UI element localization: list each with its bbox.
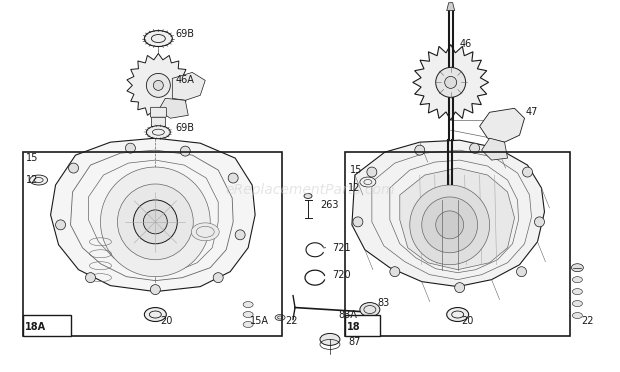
Circle shape [390, 267, 400, 277]
Ellipse shape [243, 302, 253, 308]
Bar [23, 314, 71, 336]
Ellipse shape [191, 223, 219, 241]
Circle shape [133, 200, 177, 244]
Bar [345, 314, 380, 336]
Text: 83: 83 [378, 298, 390, 308]
Text: 69B: 69B [175, 29, 194, 39]
Ellipse shape [304, 193, 312, 198]
Ellipse shape [320, 333, 340, 346]
FancyBboxPatch shape [151, 107, 166, 117]
Text: 720: 720 [332, 270, 350, 280]
Text: 22: 22 [285, 317, 298, 327]
Text: 15: 15 [350, 165, 362, 175]
Polygon shape [127, 54, 190, 117]
Text: 12: 12 [25, 175, 38, 185]
Circle shape [146, 73, 170, 97]
Ellipse shape [360, 302, 380, 317]
Circle shape [153, 80, 163, 90]
FancyBboxPatch shape [151, 117, 166, 127]
Text: 20: 20 [462, 317, 474, 327]
Polygon shape [51, 138, 255, 292]
Ellipse shape [572, 289, 582, 295]
Ellipse shape [144, 31, 172, 46]
Text: 69B: 69B [175, 123, 194, 133]
Bar [23, 152, 282, 336]
Text: eReplacementParts.com: eReplacementParts.com [225, 183, 395, 197]
Ellipse shape [243, 311, 253, 318]
Polygon shape [413, 45, 489, 120]
Circle shape [415, 145, 425, 155]
Circle shape [125, 143, 135, 153]
Circle shape [410, 185, 490, 265]
Text: 46A: 46A [175, 76, 194, 86]
Ellipse shape [572, 312, 582, 318]
Text: 15: 15 [25, 153, 38, 163]
Circle shape [516, 267, 526, 277]
Circle shape [235, 230, 245, 240]
Text: 18: 18 [347, 323, 361, 333]
Bar [345, 152, 570, 336]
Circle shape [69, 163, 79, 173]
Circle shape [213, 273, 223, 283]
Circle shape [445, 76, 457, 89]
Ellipse shape [30, 175, 48, 185]
Ellipse shape [572, 277, 582, 283]
Circle shape [436, 67, 466, 97]
Circle shape [151, 285, 161, 295]
Circle shape [86, 273, 95, 283]
Text: 263: 263 [320, 200, 339, 210]
Polygon shape [480, 108, 525, 142]
Ellipse shape [144, 308, 166, 321]
Text: 22: 22 [582, 317, 594, 327]
Polygon shape [482, 138, 508, 160]
Circle shape [353, 217, 363, 227]
Polygon shape [352, 140, 544, 286]
Text: 46: 46 [459, 39, 472, 48]
Text: 15A: 15A [250, 317, 269, 327]
Circle shape [534, 217, 544, 227]
Ellipse shape [275, 314, 285, 321]
Circle shape [469, 143, 480, 153]
Circle shape [367, 167, 377, 177]
Text: 83A: 83A [338, 310, 357, 320]
Polygon shape [446, 3, 454, 11]
Circle shape [523, 167, 533, 177]
Circle shape [117, 184, 193, 260]
Ellipse shape [572, 301, 582, 307]
Polygon shape [172, 73, 205, 100]
Text: 20: 20 [161, 317, 173, 327]
Polygon shape [158, 98, 188, 118]
Text: 12: 12 [348, 183, 360, 193]
Ellipse shape [243, 321, 253, 327]
Circle shape [100, 167, 210, 277]
Circle shape [436, 211, 464, 239]
Circle shape [454, 283, 464, 293]
Circle shape [56, 220, 66, 230]
Text: 721: 721 [332, 243, 350, 253]
Ellipse shape [360, 177, 376, 187]
Text: 18A: 18A [25, 323, 46, 333]
Ellipse shape [446, 308, 469, 321]
Ellipse shape [572, 264, 583, 272]
Circle shape [228, 173, 238, 183]
Ellipse shape [146, 126, 170, 139]
Circle shape [143, 210, 167, 234]
Circle shape [422, 197, 477, 253]
Polygon shape [400, 168, 515, 270]
Text: 47: 47 [526, 107, 538, 117]
Circle shape [180, 146, 190, 156]
Text: 87: 87 [348, 337, 360, 347]
